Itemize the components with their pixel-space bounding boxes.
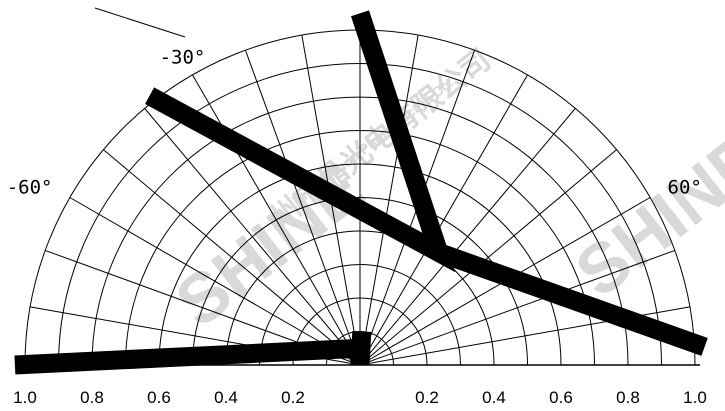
radial-tick-label-left: 1.0: [13, 388, 37, 407]
radial-tick-label-right: 0.4: [482, 388, 506, 407]
radial-tick-label-left: 0.8: [80, 388, 104, 407]
radial-tick-label-right: 0.6: [549, 388, 573, 407]
grid-spoke: [359, 35, 419, 366]
angle-label-neg60: -60°: [7, 176, 53, 198]
series-line-3: [435, 243, 708, 356]
grid-spoke: [359, 249, 675, 366]
radial-tick-label-right: 0.2: [415, 388, 439, 407]
label-leader-line: [94, 7, 186, 38]
watermark: SHINE SHINE 州市晶光电有限公司 Guangzhou Photoele…: [161, 42, 725, 341]
radial-tick-label-left: 0.2: [281, 388, 305, 407]
grid-spoke: [359, 74, 528, 366]
radial-tick-label-right: 1.0: [683, 388, 707, 407]
grid-spoke: [144, 108, 361, 366]
series-line-1: [14, 330, 372, 375]
radial-tick-label-left: 0.4: [214, 388, 238, 407]
grid-spoke: [359, 108, 576, 366]
grid-spoke: [244, 50, 361, 366]
data-series: [14, 10, 708, 375]
grid-spoke: [192, 74, 361, 366]
axis-labels: 1.0 0.8 0.6 0.4 0.2 0.2 0.4 0.6 0.8 1.0 -60° 60° -30…: [7, 46, 707, 407]
radial-tick-label-left: 0.6: [147, 388, 171, 407]
angle-label-neg30: -30°: [160, 46, 206, 68]
grid-spoke: [69, 197, 361, 366]
grid-spoke: [103, 149, 361, 366]
angle-label-pos60: 60°: [668, 176, 702, 198]
radial-tick-label-right: 0.8: [616, 388, 640, 407]
grid-spoke: [359, 149, 617, 366]
